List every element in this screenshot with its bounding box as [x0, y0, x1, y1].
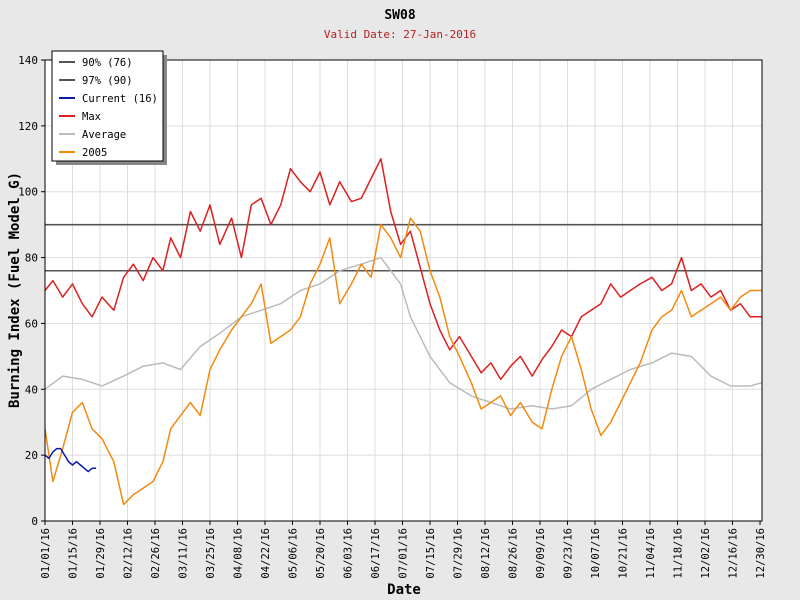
x-tick-label: 06/17/16 — [370, 528, 382, 579]
series-line — [44, 256, 763, 410]
x-axis: 01/01/16 01/15/16 01/29/16 02/12/16 02/26/16… — [40, 521, 767, 579]
x-tick-label: 11/18/16 — [673, 528, 685, 579]
y-tick-label: 100 — [18, 186, 38, 199]
x-tick-label: 06/03/16 — [343, 528, 355, 579]
legend-label: Average — [82, 129, 126, 141]
legend-label: 90% (76) — [82, 57, 133, 69]
x-tick-label: 10/21/16 — [618, 528, 630, 579]
y-axis-label: Burning Index (Fuel Model G) — [7, 172, 23, 408]
plot-border — [44, 59, 763, 522]
x-tick-label: 01/01/16 — [40, 528, 52, 579]
chart-title: SW08 — [384, 8, 415, 23]
x-tick-label: 03/25/16 — [205, 528, 217, 579]
x-tick-label: 12/30/16 — [755, 528, 767, 579]
x-tick-label: 04/22/16 — [260, 528, 272, 579]
x-tick-label: 08/12/16 — [480, 528, 492, 579]
series-line — [44, 447, 97, 473]
y-axis: 0 20 40 60 80 100 120 140 — [18, 54, 45, 528]
x-tick-label: 09/09/16 — [535, 528, 547, 579]
x-axis-label: Date — [387, 582, 421, 598]
legend: 90% (76) 97% (90) Current (16) Max Average 20… — [51, 50, 167, 165]
x-tick-label: 02/12/16 — [123, 528, 135, 579]
x-tick-label: 08/26/16 — [508, 528, 520, 579]
y-tick-label: 80 — [25, 252, 38, 265]
x-tick-label: 10/07/16 — [590, 528, 602, 579]
y-tick-label: 120 — [18, 120, 38, 133]
x-tick-label: 03/11/16 — [178, 528, 190, 579]
x-tick-label: 12/02/16 — [700, 528, 712, 579]
x-tick-label: 01/15/16 — [68, 528, 80, 579]
chart-subtitle: Valid Date: 27-Jan-2016 — [324, 28, 476, 41]
y-tick-label: 40 — [25, 383, 38, 396]
x-tick-label: 05/06/16 — [288, 528, 300, 579]
x-tick-label: 05/20/16 — [315, 528, 327, 579]
x-tick-label: 09/23/16 — [563, 528, 575, 579]
series-group — [44, 158, 763, 506]
x-tick-label: 07/29/16 — [453, 528, 465, 579]
x-tick-label: 11/04/16 — [645, 528, 657, 579]
y-tick-label: 20 — [25, 449, 38, 462]
legend-label: 2005 — [82, 147, 107, 159]
y-tick-label: 60 — [25, 317, 38, 330]
legend-label: Max — [82, 111, 101, 123]
series-line — [44, 217, 762, 506]
x-tick-label: 04/08/16 — [233, 528, 245, 579]
legend-label: 97% (90) — [82, 75, 133, 87]
reference-lines — [45, 223, 762, 272]
legend-box — [51, 50, 164, 162]
x-tick-label: 02/26/16 — [150, 528, 162, 579]
legend-label: Current (16) — [82, 93, 158, 105]
x-tick-label: 07/15/16 — [425, 528, 437, 579]
series-line — [44, 158, 762, 381]
x-tick-label: 12/16/16 — [728, 528, 740, 579]
y-tick-label: 0 — [31, 515, 38, 528]
x-tick-label: 01/29/16 — [95, 528, 107, 579]
x-tick-label: 07/01/16 — [398, 528, 410, 579]
y-tick-label: 140 — [18, 54, 38, 67]
